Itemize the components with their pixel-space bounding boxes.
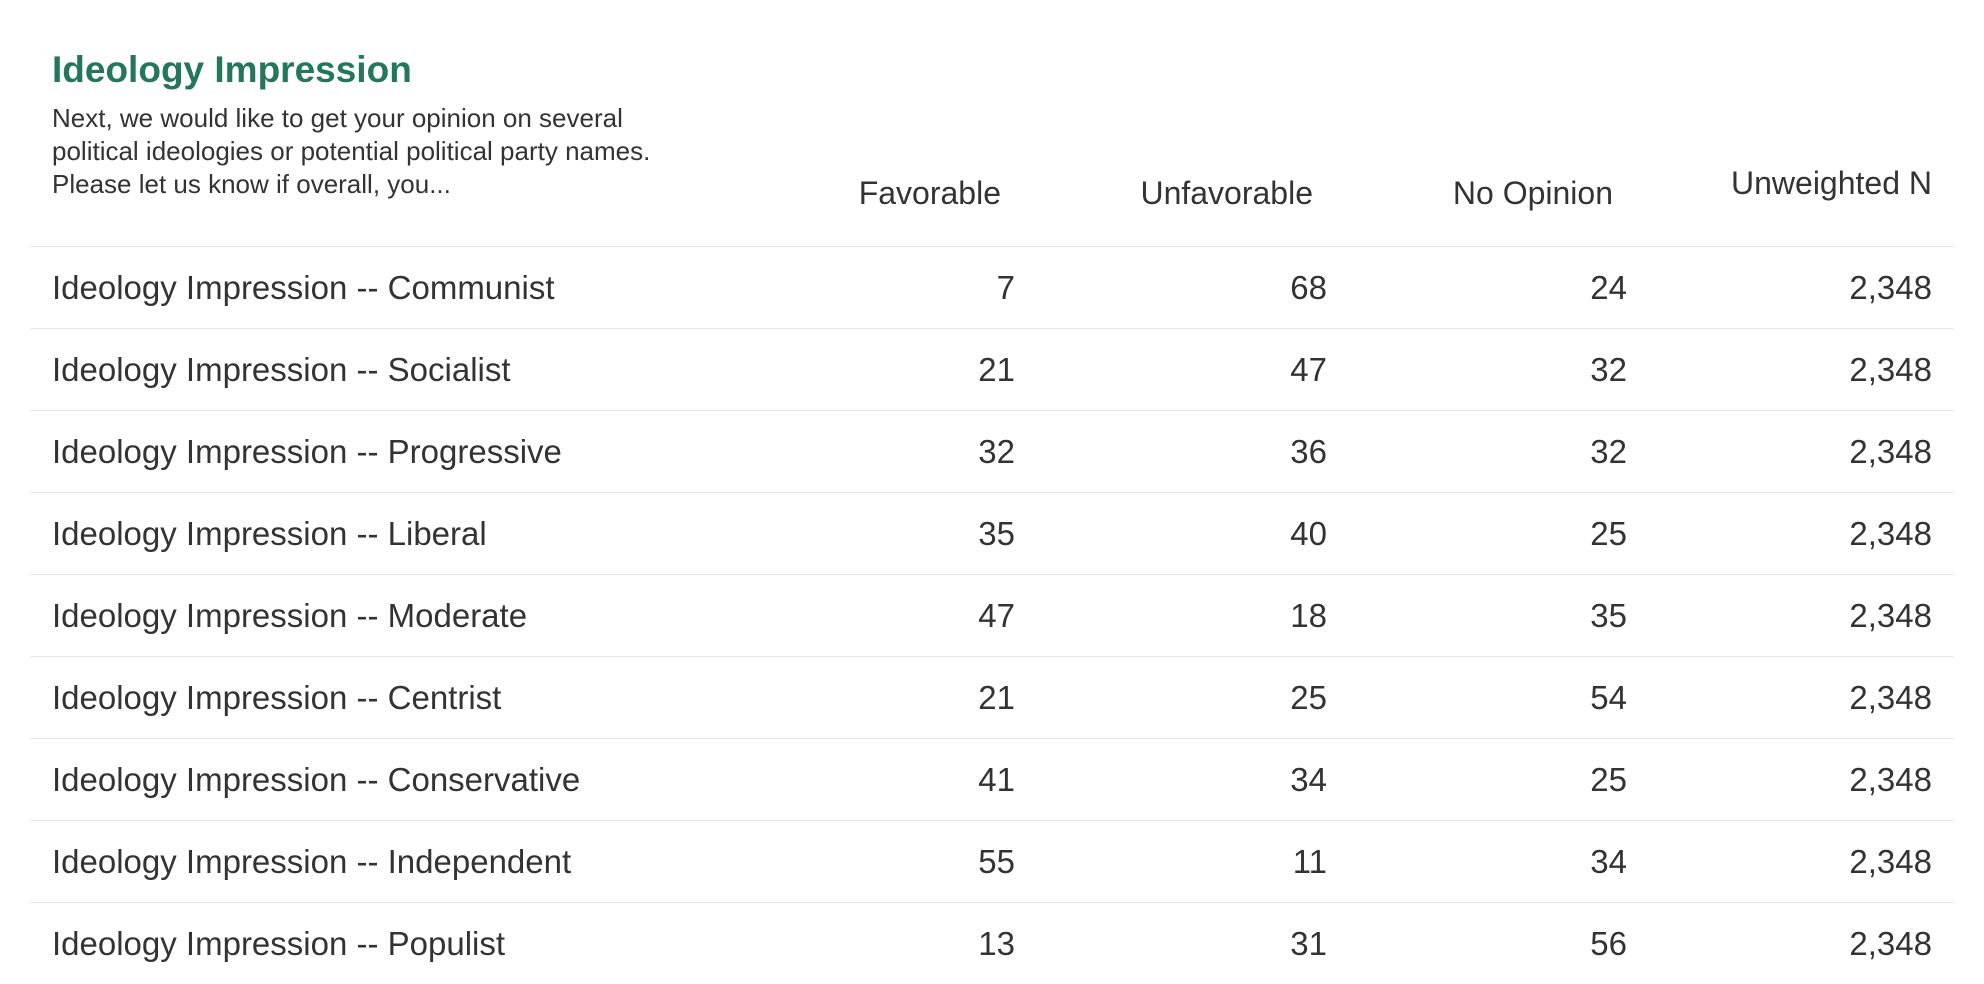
unfavorable-cell: 18 — [1015, 575, 1327, 657]
favorable-cell: 21 — [770, 329, 1015, 411]
unfavorable-cell: 40 — [1015, 493, 1327, 575]
favorable-cell: 32 — [770, 411, 1015, 493]
unweighted-n-cell: 2,348 — [1627, 657, 1954, 739]
no-opinion-cell: 24 — [1327, 247, 1627, 329]
unfavorable-cell: 68 — [1015, 247, 1327, 329]
unweighted-n-cell: 2,348 — [1627, 411, 1954, 493]
no-opinion-cell: 32 — [1327, 411, 1627, 493]
no-opinion-cell: 32 — [1327, 329, 1627, 411]
crosstab-panel: Ideology Impression Next, we would like … — [0, 0, 1984, 962]
row-label-cell: Ideology Impression -- Moderate — [30, 575, 770, 657]
unfavorable-cell: 31 — [1015, 903, 1327, 984]
favorable-cell: 41 — [770, 739, 1015, 821]
column-header-unfavorable: Unfavorable — [1015, 140, 1327, 247]
unweighted-n-cell: 2,348 — [1627, 493, 1954, 575]
row-label-cell: Ideology Impression -- Conservative — [30, 739, 770, 821]
no-opinion-cell: 54 — [1327, 657, 1627, 739]
results-table: Favorable Unfavorable No Opinion Unweigh… — [30, 140, 1954, 984]
unfavorable-cell: 34 — [1015, 739, 1327, 821]
unweighted-n-cell: 2,348 — [1627, 821, 1954, 903]
page-title: Ideology Impression — [52, 46, 412, 94]
unfavorable-cell: 36 — [1015, 411, 1327, 493]
row-label-cell: Ideology Impression -- Socialist — [30, 329, 770, 411]
unfavorable-cell: 47 — [1015, 329, 1327, 411]
unweighted-n-cell: 2,348 — [1627, 903, 1954, 984]
favorable-cell: 7 — [770, 247, 1015, 329]
row-label-cell: Ideology Impression -- Centrist — [30, 657, 770, 739]
unfavorable-cell: 11 — [1015, 821, 1327, 903]
unweighted-n-cell: 2,348 — [1627, 575, 1954, 657]
table-header-row: Favorable Unfavorable No Opinion Unweigh… — [30, 140, 1954, 247]
favorable-cell: 35 — [770, 493, 1015, 575]
column-header-favorable: Favorable — [770, 140, 1015, 247]
favorable-cell: 47 — [770, 575, 1015, 657]
column-header-label — [30, 140, 770, 247]
no-opinion-cell: 25 — [1327, 493, 1627, 575]
unweighted-n-cell: 2,348 — [1627, 739, 1954, 821]
favorable-cell: 21 — [770, 657, 1015, 739]
no-opinion-cell: 56 — [1327, 903, 1627, 984]
favorable-cell: 55 — [770, 821, 1015, 903]
unfavorable-cell: 25 — [1015, 657, 1327, 739]
column-header-unweighted-n: Unweighted N — [1627, 140, 1954, 247]
unweighted-n-cell: 2,348 — [1627, 329, 1954, 411]
row-label-cell: Ideology Impression -- Independent — [30, 821, 770, 903]
favorable-cell: 13 — [770, 903, 1015, 984]
no-opinion-cell: 35 — [1327, 575, 1627, 657]
column-header-no-opinion: No Opinion — [1327, 140, 1627, 247]
row-label-cell: Ideology Impression -- Populist — [30, 903, 770, 984]
row-label-cell: Ideology Impression -- Communist — [30, 247, 770, 329]
row-label-cell: Ideology Impression -- Liberal — [30, 493, 770, 575]
no-opinion-cell: 25 — [1327, 739, 1627, 821]
unweighted-n-cell: 2,348 — [1627, 247, 1954, 329]
row-label-cell: Ideology Impression -- Progressive — [30, 411, 770, 493]
no-opinion-cell: 34 — [1327, 821, 1627, 903]
